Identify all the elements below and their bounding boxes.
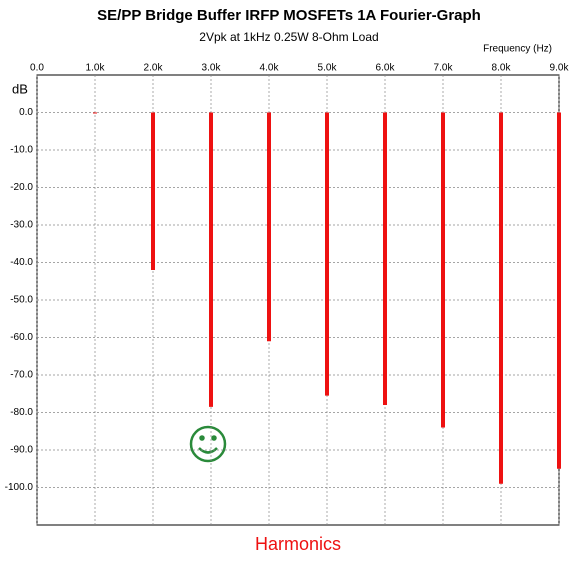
y-tick-label: -50.0 — [10, 295, 33, 306]
y-axis-label: dB — [12, 81, 28, 96]
x-tick-label: 3.0k — [202, 63, 222, 74]
smiley — [189, 425, 227, 463]
chart-subtitle: 2Vpk at 1kHz 0.25W 8-Ohm Load — [199, 30, 378, 44]
y-tick-label: -60.0 — [10, 332, 33, 343]
y-tick-label: -20.0 — [10, 182, 33, 193]
y-tick-label: -10.0 — [10, 145, 33, 156]
x-tick-label: 9.0k — [550, 63, 570, 74]
annotation: Harmonics — [255, 534, 341, 554]
bar — [151, 112, 155, 270]
y-tick-label: -70.0 — [10, 370, 33, 381]
y-tick-label: -100.0 — [5, 482, 34, 493]
x-tick-label: 8.0k — [492, 63, 512, 74]
y-tick-label: 0.0 — [19, 107, 33, 118]
bar — [325, 112, 329, 396]
bar — [557, 112, 561, 469]
x-tick-label: 2.0k — [144, 63, 164, 74]
chart-title: SE/PP Bridge Buffer IRFP MOSFETs 1A Four… — [97, 7, 481, 24]
x-tick-label: 6.0k — [376, 63, 396, 74]
y-tick-label: -80.0 — [10, 407, 33, 418]
x-tick-label: 1.0k — [86, 63, 106, 74]
bar — [267, 112, 271, 342]
bar — [499, 112, 503, 484]
y-tick-label: -90.0 — [10, 445, 33, 456]
bar — [383, 112, 387, 405]
x-tick-label: 0.0 — [30, 63, 44, 74]
bar — [209, 112, 213, 407]
x-axis-label: Frequency (Hz) — [483, 44, 552, 55]
bar — [441, 112, 445, 428]
x-tick-label: 4.0k — [260, 63, 280, 74]
x-tick-label: 7.0k — [434, 63, 454, 74]
y-tick-label: -40.0 — [10, 257, 33, 268]
y-tick-label: -30.0 — [10, 220, 33, 231]
x-tick-label: 5.0k — [318, 63, 338, 74]
bar — [93, 112, 97, 114]
